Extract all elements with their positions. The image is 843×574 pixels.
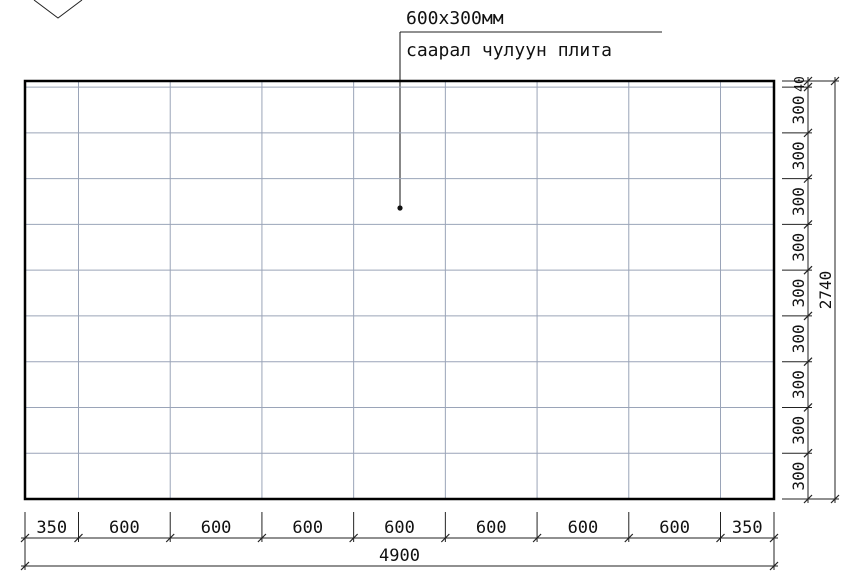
dimension-tick <box>769 533 779 543</box>
vertical-segment-label: 300 <box>789 462 808 491</box>
dimension-tick <box>803 219 813 229</box>
dimension-tick <box>257 533 267 543</box>
material-label: саарал чулуун плита <box>406 40 612 61</box>
dimension-tick <box>830 494 840 504</box>
tile-size-label: 600x300мм <box>406 8 504 29</box>
horizontal-segment-label: 600 <box>568 518 599 538</box>
floor-outline <box>23 79 776 501</box>
section-marker-icon <box>33 0 83 19</box>
dimension-tick <box>803 128 813 138</box>
vertical-total-label: 2740 <box>816 271 835 310</box>
horizontal-segment-label: 600 <box>659 518 690 538</box>
dimension-tick <box>20 561 30 571</box>
vertical-segment-label: 300 <box>789 324 808 353</box>
horizontal-segment-label: 600 <box>109 518 140 538</box>
vertical-segment-label: 300 <box>789 233 808 262</box>
dimension-tick <box>803 403 813 412</box>
dimension-tick <box>532 533 542 543</box>
dimension-tick <box>716 533 725 543</box>
vertical-segment-label: 300 <box>789 370 808 399</box>
vertical-segment-label: 300 <box>789 187 808 216</box>
horizontal-segment-label: 600 <box>201 518 232 538</box>
horizontal-segment-label: 350 <box>36 518 67 538</box>
vertical-segment-label: 300 <box>789 141 808 170</box>
dimension-tick <box>165 533 175 543</box>
vertical-dimensions: 40 300 300 300 300 300 300 300 300 300 2740 <box>782 76 840 504</box>
horizontal-segment-label: 600 <box>476 518 507 538</box>
dimension-tick <box>74 533 83 543</box>
tile-grid <box>25 81 774 499</box>
dimension-tick <box>440 533 450 543</box>
dimension-tick <box>803 494 813 504</box>
dimension-tick <box>803 82 813 92</box>
horizontal-segment-label: 600 <box>384 518 415 538</box>
vertical-segment-label: 300 <box>789 416 808 445</box>
dimension-tick <box>803 76 813 86</box>
dimension-tick <box>803 357 813 367</box>
horizontal-dimensions: 350 600 600 600 600 600 600 600 350 4900 <box>20 512 779 571</box>
vertical-segment-label: 300 <box>789 279 808 308</box>
dimension-tick <box>803 448 813 458</box>
vertical-segment-label: 40 <box>793 76 808 92</box>
dimension-tick <box>349 533 359 543</box>
vertical-segment-label: 300 <box>789 96 808 125</box>
dimension-tick <box>803 174 813 184</box>
dimension-tick <box>830 76 840 86</box>
dimension-tick <box>624 533 634 543</box>
leader-dot <box>397 205 403 211</box>
dimension-tick <box>20 533 30 543</box>
dimension-tick <box>769 561 779 571</box>
dimension-tick <box>803 311 813 321</box>
horizontal-total-label: 4900 <box>379 546 420 566</box>
horizontal-segment-label: 350 <box>732 518 763 538</box>
horizontal-segment-label: 600 <box>292 518 323 538</box>
dimension-tick <box>803 265 813 275</box>
